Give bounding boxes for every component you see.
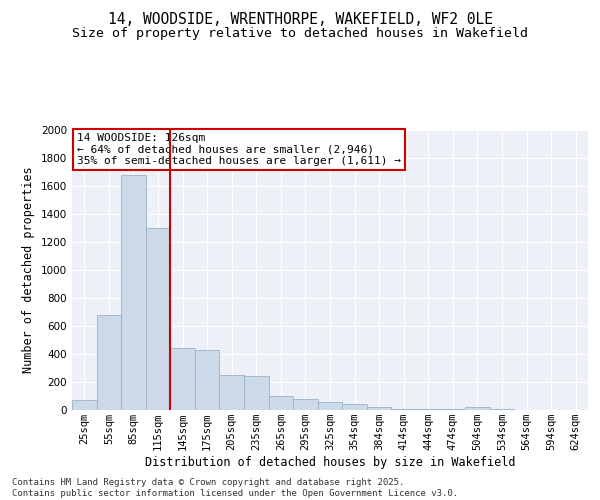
X-axis label: Distribution of detached houses by size in Wakefield: Distribution of detached houses by size … [145, 456, 515, 469]
Bar [465, 406, 490, 410]
Bar [170, 348, 195, 410]
Bar [391, 408, 416, 410]
Bar [195, 350, 220, 410]
Text: 14 WOODSIDE: 126sqm
← 64% of detached houses are smaller (2,946)
35% of semi-det: 14 WOODSIDE: 126sqm ← 64% of detached ho… [77, 133, 401, 166]
Bar [269, 396, 293, 410]
Bar [121, 175, 146, 410]
Bar [97, 315, 121, 410]
Y-axis label: Number of detached properties: Number of detached properties [22, 166, 35, 374]
Bar [367, 407, 391, 410]
Bar [318, 402, 342, 410]
Bar [220, 375, 244, 410]
Text: Size of property relative to detached houses in Wakefield: Size of property relative to detached ho… [72, 28, 528, 40]
Text: Contains HM Land Registry data © Crown copyright and database right 2025.
Contai: Contains HM Land Registry data © Crown c… [12, 478, 458, 498]
Bar [416, 408, 440, 410]
Bar [244, 376, 269, 410]
Bar [72, 400, 97, 410]
Bar [293, 399, 318, 410]
Bar [146, 228, 170, 410]
Bar [342, 404, 367, 410]
Text: 14, WOODSIDE, WRENTHORPE, WAKEFIELD, WF2 0LE: 14, WOODSIDE, WRENTHORPE, WAKEFIELD, WF2… [107, 12, 493, 28]
